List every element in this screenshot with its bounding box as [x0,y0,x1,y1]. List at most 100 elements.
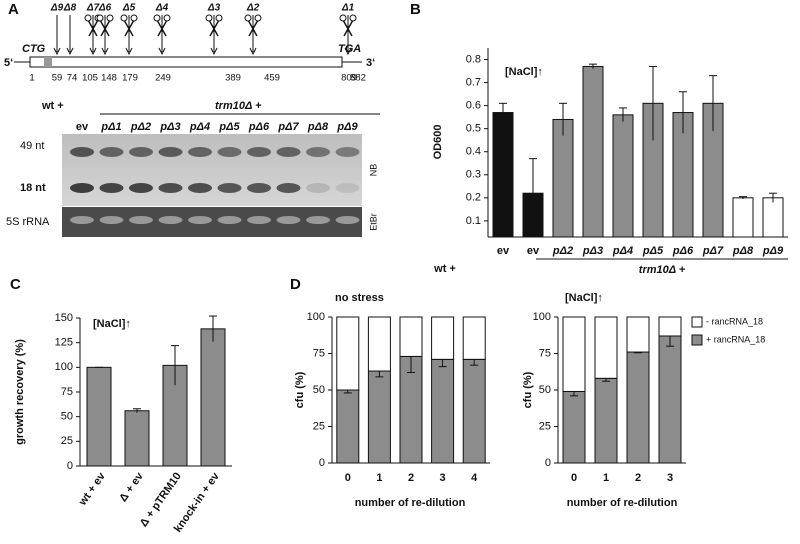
bar-segment [594,377,618,464]
y-tick-label: 50 [61,411,73,423]
x-tick-label: pΔ4 [612,245,633,257]
arrow-head [249,47,257,56]
band [247,216,271,224]
x-tick-label: 2 [635,472,641,484]
bar-segment [336,316,360,391]
band [247,183,271,193]
deletion-label: Δ2 [246,3,260,14]
x-tick-label: 4 [471,472,478,484]
y-tick-label: 0.4 [466,146,481,158]
scissors [153,14,161,22]
row-label: 5S rRNA [6,216,50,228]
x-tick-label: ev [527,245,540,257]
row-label: 49 nt [20,140,44,152]
band [129,216,153,224]
band [188,216,212,224]
y-axis-title: cfu (%) [294,371,306,408]
bar-segment [462,358,486,464]
legend-swatch [691,334,703,346]
stop-codon: TGA [338,43,361,55]
y-tick-label: 0.6 [466,100,481,112]
deletion-label: Δ3 [207,3,221,14]
bar-segment [431,358,455,464]
scissors [349,14,357,22]
deletion-label: Δ5 [122,3,136,14]
y-tick-label: 25 [61,435,73,447]
band [158,183,183,193]
scissors [247,19,259,37]
position-label: 809 [341,73,357,84]
annotation: [NaCl]↑ [505,66,543,78]
y-tick-label: 100 [533,311,551,323]
bar [86,366,112,467]
lane-label: pΔ4 [189,121,210,133]
position-label: 74 [67,73,78,84]
x-tick-label: 0 [571,472,577,484]
band [129,183,153,193]
band [99,183,124,193]
scissors [254,14,262,22]
bar-segment [594,316,618,379]
start-codon: CTG [22,43,46,55]
scissors [215,14,223,22]
band [306,216,330,224]
y-axis-title: OD600 [432,125,444,160]
x-tick-label: 3 [440,472,446,484]
bar-segment [562,316,586,392]
band [306,147,330,157]
northern-blot: wt + trm10Δ + 49 nt 18 nt 5S rRNA NB EtB… [6,100,380,237]
position-label: 148 [101,73,117,84]
panel-letter: A [8,1,19,18]
deletion-label: Δ8 [63,3,77,14]
y-tick-label: 75 [313,347,325,359]
side-label: EtBr [368,213,378,231]
scissors [99,19,111,37]
scissors [84,14,92,22]
scissors [244,14,252,22]
band [70,216,94,224]
position-label: 105 [82,73,98,84]
band [70,147,94,157]
band [335,216,360,224]
y-axis-title: growth recovery (%) [14,339,26,445]
position-label: 459 [264,73,280,84]
bar-segment [367,370,391,464]
band [217,216,242,224]
band [335,147,360,157]
band [99,147,124,157]
lane-label: pΔ1 [100,121,121,133]
intron [44,57,52,67]
bar [582,65,604,238]
scissors [342,19,354,37]
y-tick-label: 25 [539,420,551,432]
arrow-head [89,47,97,56]
x-tick-label: pΔ8 [732,245,754,257]
x-axis-title: number of re-dilution [355,497,466,509]
x-tick-label: 0 [345,472,351,484]
band [188,147,212,157]
group-label: trm10Δ + [639,264,686,276]
band [129,147,153,157]
band [158,216,183,224]
panel-letter: B [410,1,421,18]
arrow-head [344,47,352,56]
scissors [96,14,104,22]
three-prime: 3‘ [366,57,375,69]
arrow-head [101,47,109,56]
position-label: 249 [155,73,171,84]
bar [200,328,226,467]
bar [762,197,784,238]
x-axis-title: number of re-dilution [567,497,678,509]
chart-title: no stress [335,292,384,304]
group-label: wt + [433,263,456,275]
x-tick-label: pΔ7 [702,245,724,257]
arrow-head [125,47,133,56]
x-tick-label: 1 [376,472,382,484]
deletion-label: Δ1 [341,3,355,14]
arrow-head [158,47,166,56]
x-tick-label: pΔ9 [762,245,784,257]
scissors [130,14,138,22]
bar-segment [658,335,682,464]
